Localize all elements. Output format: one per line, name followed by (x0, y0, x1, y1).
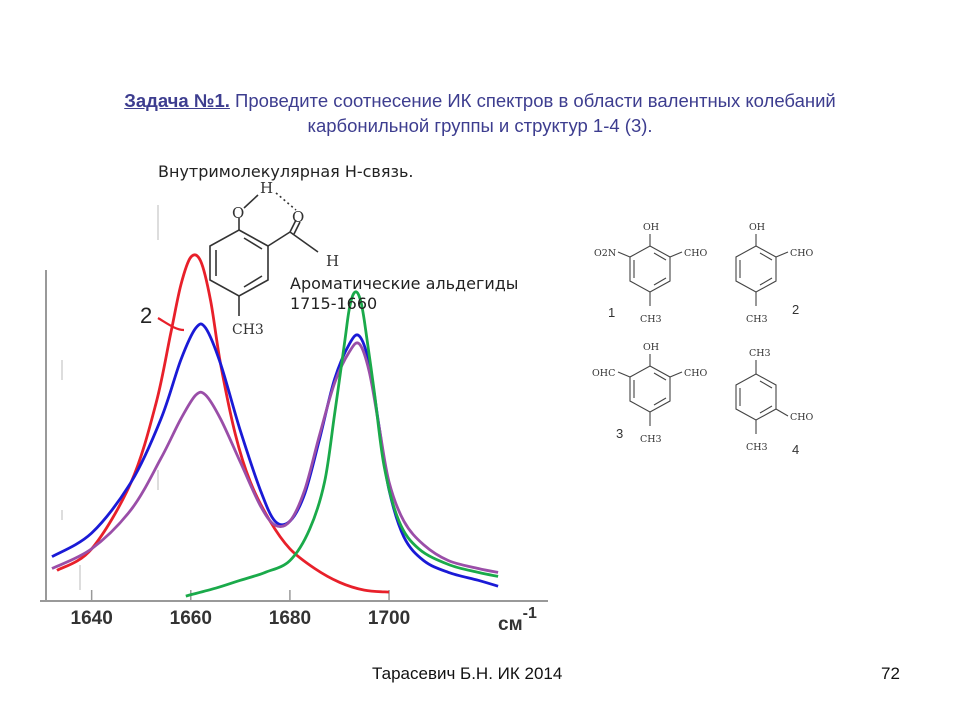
structure-number-1: 1 (608, 305, 615, 320)
spectrum-line-blue (51, 322, 499, 588)
s2-oh: OH (749, 222, 765, 233)
s4-cho: CHO (790, 412, 814, 423)
bond (775, 251, 789, 258)
ring-2 (735, 245, 777, 293)
ring-4-inner (759, 380, 773, 389)
bond (669, 251, 683, 258)
slide-title: Задача №1. Проведите соотнесение ИК спек… (0, 88, 960, 138)
atom-ch3: CH3 (232, 322, 264, 338)
s1-ch3: CH3 (640, 314, 662, 325)
spectrum-line-purple (51, 341, 499, 574)
ring-4 (735, 373, 777, 421)
ring-2-inner (759, 252, 773, 261)
hbond-label: Внутримолекулярная Н-связь. (158, 162, 414, 181)
s3-cho: CHO (684, 368, 708, 379)
x-tick-label: 1680 (269, 608, 311, 629)
series-marker-leader (157, 317, 185, 332)
oh-bond (243, 194, 259, 209)
bond (669, 371, 683, 378)
s4-ch3-top: CH3 (749, 348, 771, 359)
ring-1 (629, 245, 671, 293)
s1-cho: CHO (684, 248, 708, 259)
spectrum-line-green (185, 290, 499, 598)
s2-cho: CHO (790, 248, 814, 259)
aldehyde-range: 1715-1660 (290, 294, 377, 313)
structure-number-4: 4 (792, 442, 799, 457)
atom-h: H (260, 179, 273, 197)
s2-ch3: CH3 (746, 314, 768, 325)
atom-o1: O (232, 204, 244, 222)
aldehyde-label: Ароматические альдегиды (290, 274, 518, 293)
carbonyl-double-bond (289, 219, 297, 233)
footer-author: Тарасевич Б.Н. ИК 2014 (372, 664, 563, 683)
spectrum-series (51, 253, 499, 598)
hydrogen-bond-dots (275, 192, 297, 211)
structures-drawing: OH CHO O2N CH3 OH CHO CH3 OH CHO OHC CH3… (592, 222, 814, 457)
series-marker: 2 (140, 303, 152, 328)
structure-number-3: 3 (616, 426, 623, 441)
page-number: 72 (881, 664, 900, 683)
ring-2-inner (759, 277, 773, 286)
s4-ch3-bottom: CH3 (746, 442, 768, 453)
inset-hbond-structure: Внутримолекулярная Н-связь. H O O H CH3 … (158, 162, 518, 338)
structures-panel: OH CHO O2N CH3 OH CHO CH3 OH CHO OHC CH3… (578, 200, 834, 470)
ring-3-inner (653, 372, 667, 381)
x-axis-ticks: 1640 1660 1680 1700 (71, 590, 410, 629)
bond (775, 408, 789, 417)
atom-o2: O (292, 208, 304, 226)
structure-number-2: 2 (792, 302, 799, 317)
ring-4-inner (759, 405, 773, 414)
x-tick-label: 1660 (170, 608, 212, 629)
aldehyde-h-bond (289, 231, 319, 253)
bond (617, 251, 631, 258)
ring-1-inner (653, 252, 667, 261)
s3-ch3: CH3 (640, 434, 662, 445)
x-tick-label: 1700 (368, 608, 410, 629)
carbonyl-double-bond (293, 221, 301, 235)
x-tick-label: 1640 (71, 608, 113, 629)
task-number: Задача №1. (124, 90, 230, 111)
s3-oh: OH (643, 342, 659, 353)
ring-1-inner (653, 277, 667, 286)
ring-3-inner (653, 397, 667, 406)
s3-ohc: OHC (592, 368, 615, 379)
atom-aldehyde-h: H (326, 252, 339, 270)
spectrum-line-red (56, 253, 390, 594)
title-text-line2: карбонильной группы и структур 1-4 (3). (307, 115, 653, 136)
bond (617, 371, 631, 378)
s1-o2n: O2N (594, 248, 616, 259)
s1-oh: OH (643, 222, 659, 233)
ring-3 (629, 365, 671, 413)
benzene-ring (209, 192, 319, 316)
title-text-line1: Проведите соотнесение ИК спектров в обла… (229, 90, 836, 111)
x-axis-label: см-1 (498, 605, 537, 635)
ring-to-carbonyl-bond (267, 231, 291, 247)
